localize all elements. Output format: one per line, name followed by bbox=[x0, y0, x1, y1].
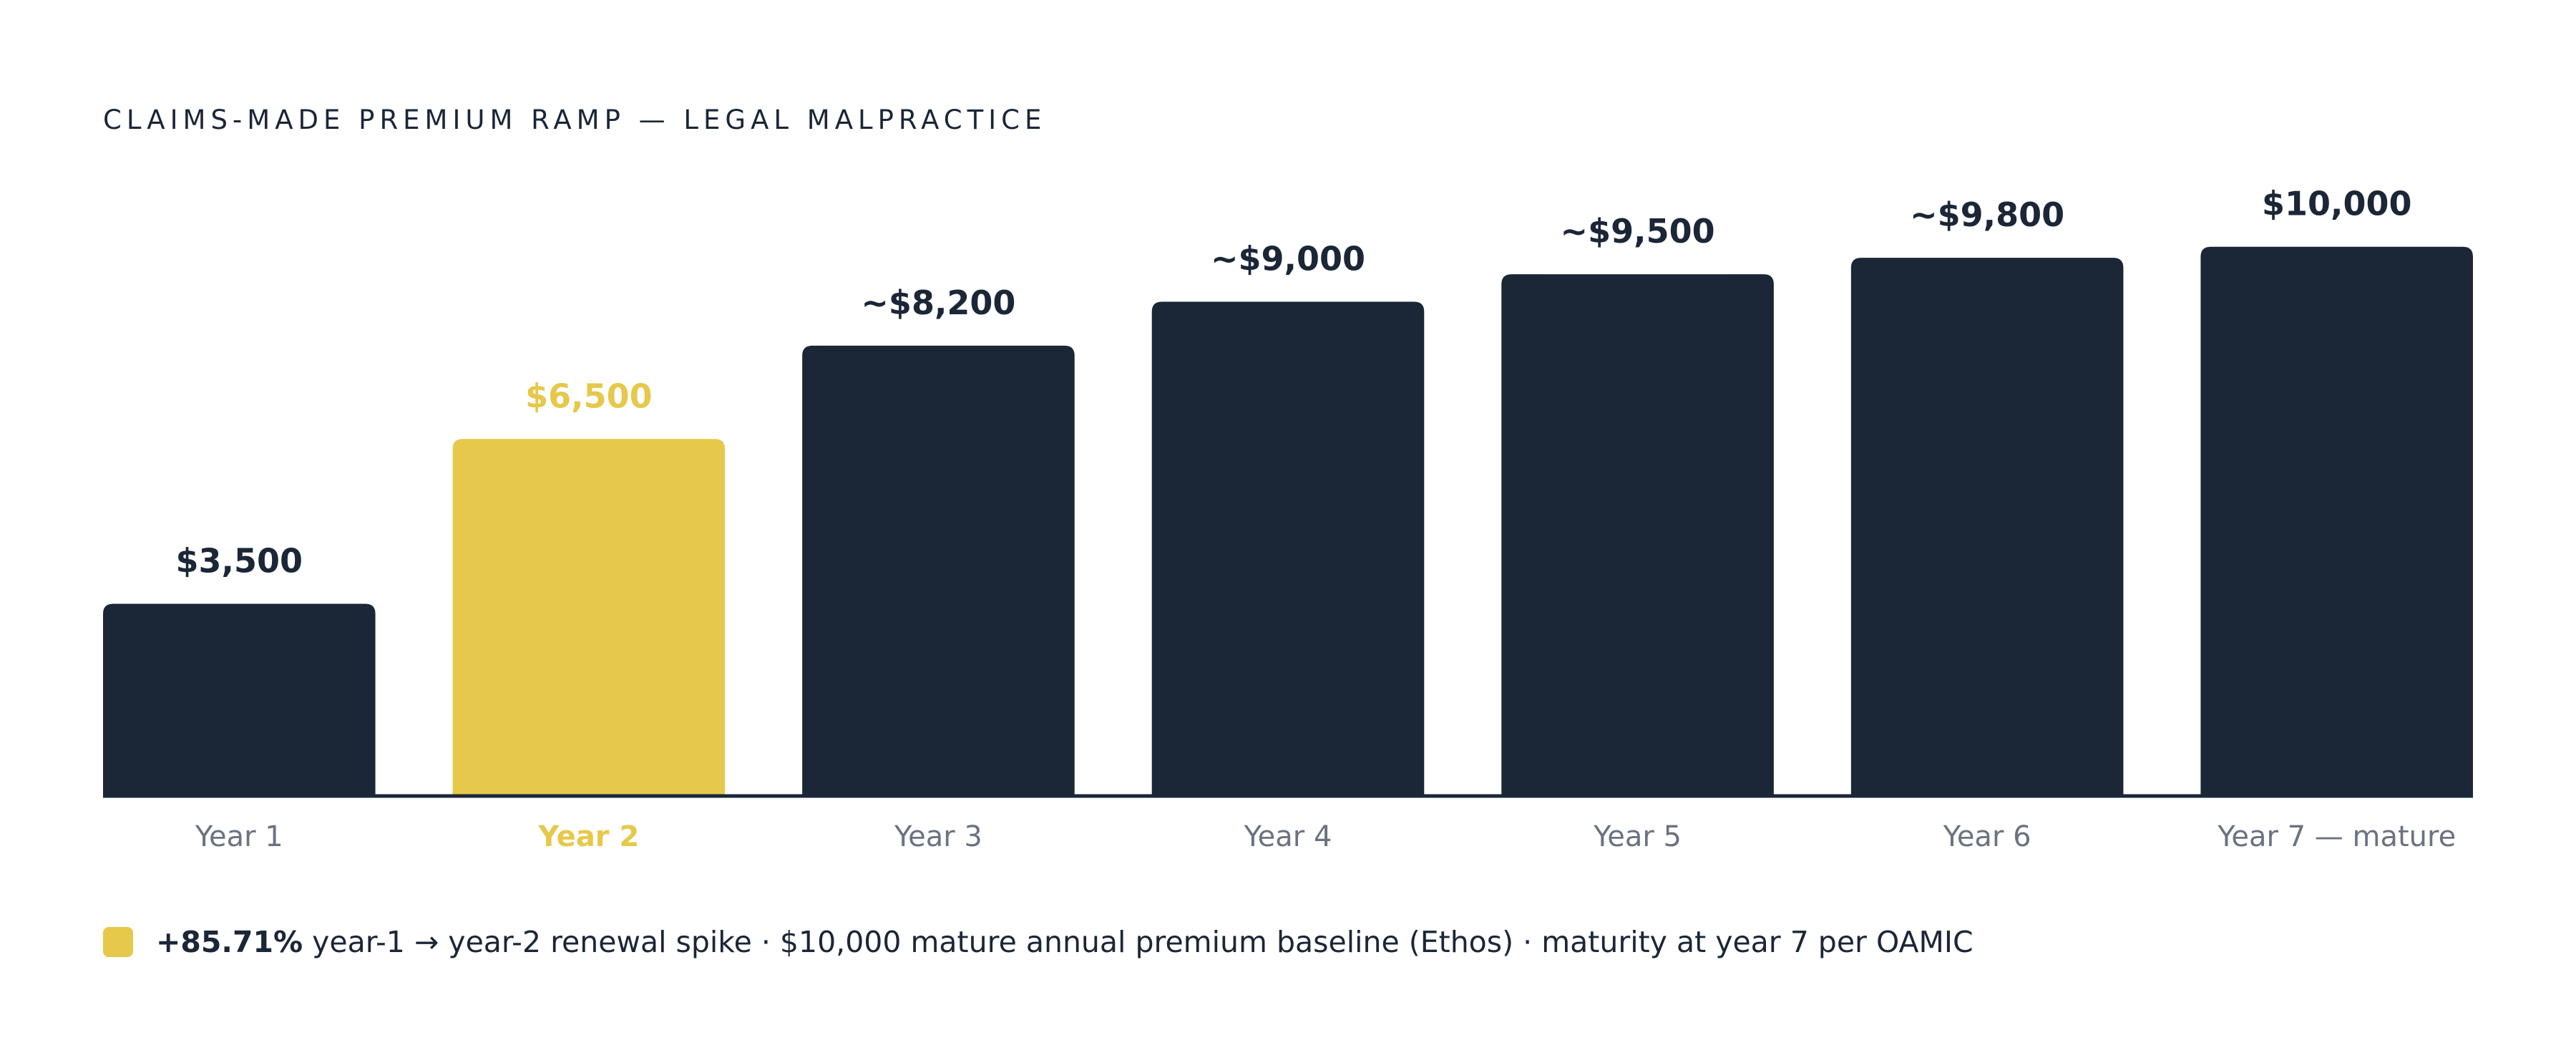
value-label-1: $3,500 bbox=[176, 541, 303, 580]
legend-swatch bbox=[103, 927, 133, 957]
legend-text: +85.71% year-1 → year-2 renewal spike · … bbox=[156, 925, 1974, 959]
value-label-5: ~$9,500 bbox=[1561, 212, 1715, 251]
category-label-7: Year 7 — mature bbox=[2217, 820, 2456, 853]
value-label-3: ~$8,200 bbox=[861, 283, 1015, 322]
bars-group bbox=[103, 246, 2473, 797]
bar-2 bbox=[452, 439, 726, 796]
value-label-6: ~$9,800 bbox=[1910, 195, 2064, 234]
category-label-1: Year 1 bbox=[195, 820, 283, 853]
bar-6 bbox=[1850, 258, 2124, 796]
value-label-4: ~$9,000 bbox=[1211, 239, 1365, 278]
legend: +85.71% year-1 → year-2 renewal spike · … bbox=[103, 925, 1974, 959]
category-label-6: Year 6 bbox=[1943, 820, 2031, 853]
bar-5 bbox=[1501, 274, 1774, 796]
value-label-7: $10,000 bbox=[2262, 185, 2412, 223]
bar-7 bbox=[2200, 246, 2473, 796]
value-label-2: $6,500 bbox=[525, 377, 653, 415]
legend-bold-value: +85.71% bbox=[156, 925, 303, 959]
value-labels-group: $3,500 $6,500 ~$8,200 ~$9,000 ~$9,500 ~$9,800… bbox=[176, 185, 2412, 581]
category-label-4: Year 4 bbox=[1244, 820, 1332, 853]
category-label-5: Year 5 bbox=[1593, 820, 1682, 853]
category-label-2: Year 2 bbox=[537, 820, 639, 853]
category-label-3: Year 3 bbox=[894, 820, 982, 853]
legend-description: year-1 → year-2 renewal spike · $10,000 … bbox=[303, 925, 1974, 959]
bar-1 bbox=[103, 603, 376, 796]
bar-3 bbox=[802, 345, 1075, 796]
bar-4 bbox=[1151, 301, 1425, 797]
category-labels-group: Year 1 Year 2 Year 3 Year 4 Year 5 Year 6 Year… bbox=[195, 820, 2456, 853]
chart-title: CLAIMS-MADE PREMIUM RAMP — LEGAL MALPRAC… bbox=[103, 105, 1047, 135]
